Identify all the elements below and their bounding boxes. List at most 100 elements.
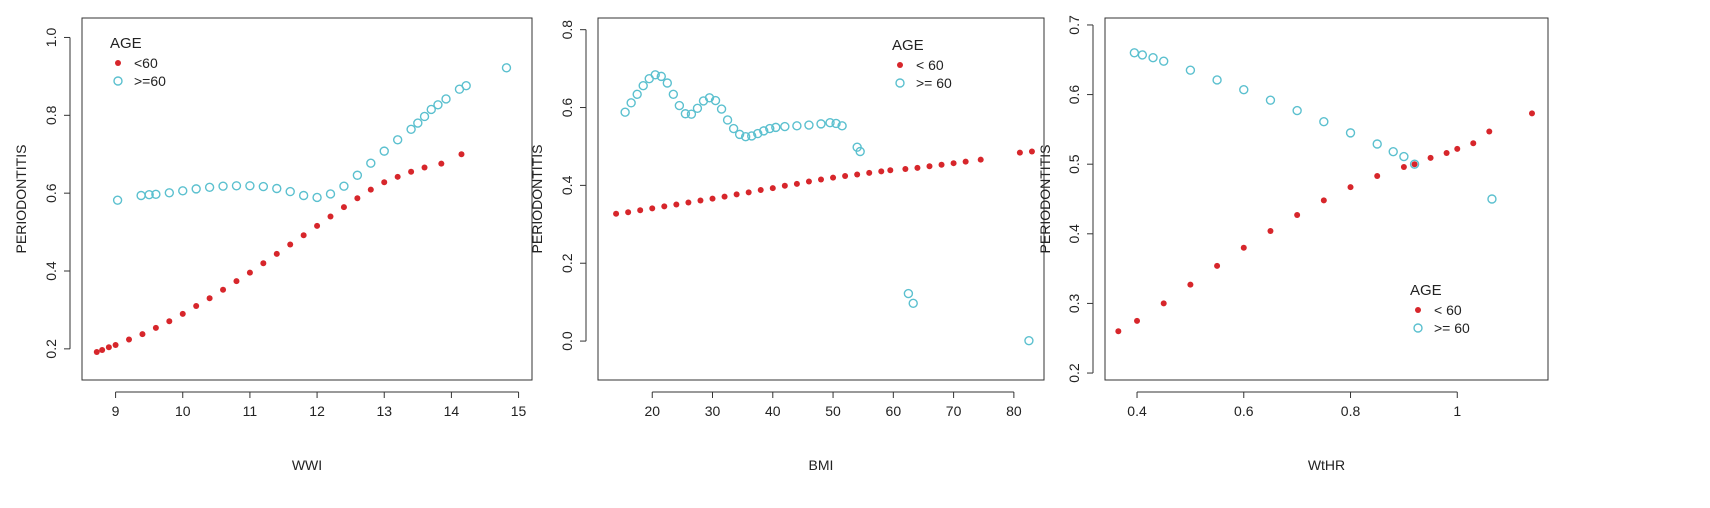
data-point: [1115, 328, 1122, 335]
data-point: [300, 232, 307, 239]
data-point: [258, 181, 269, 192]
data-point: [433, 100, 443, 110]
x-tick-label: 0.8: [1341, 403, 1361, 419]
data-point: [246, 269, 253, 276]
data-point: [93, 348, 100, 355]
y-tick-label: 0.8: [559, 20, 575, 40]
data-point: [662, 78, 673, 88]
data-point: [1028, 148, 1035, 155]
legend: AGE < 60 >= 60: [892, 37, 952, 91]
y-tick-label: 0.6: [559, 98, 575, 118]
data-point: [746, 131, 757, 141]
data-point: [692, 103, 703, 114]
data-point: [1427, 154, 1434, 161]
series-60-and-over: [112, 63, 512, 205]
data-point: [312, 192, 322, 203]
data-point: [781, 182, 788, 189]
data-point: [152, 324, 159, 331]
data-point: [193, 303, 200, 310]
data-point: [914, 164, 921, 171]
data-point: [112, 341, 119, 348]
data-point: [314, 222, 321, 229]
data-point: [866, 169, 873, 176]
data-point: [722, 115, 733, 125]
data-point: [902, 166, 909, 173]
data-point: [938, 161, 945, 168]
x-tick-label: 50: [825, 403, 841, 419]
data-point: [1470, 140, 1477, 147]
data-point: [854, 171, 861, 178]
data-point: [842, 173, 849, 180]
data-point: [759, 126, 769, 136]
data-point: [685, 199, 692, 206]
data-point: [144, 190, 154, 200]
data-point: [408, 168, 415, 175]
data-point: [977, 156, 984, 163]
chart-panel-bmi: 20 30 40 50 60 70 80 0.0 0.2 0.4 0.6 0.8 BMI PERIODON…: [529, 17, 1045, 473]
x-axis-title: WWI: [292, 457, 322, 473]
data-point: [1240, 244, 1247, 251]
data-point: [206, 295, 213, 302]
data-point: [191, 184, 201, 194]
data-point: [354, 195, 361, 202]
x-tick-label: 15: [511, 403, 527, 419]
y-tick-label: 0.5: [1066, 154, 1082, 174]
data-point: [1443, 150, 1450, 157]
y-tick-label: 1.0: [43, 28, 59, 48]
y-tick-label: 0.2: [43, 339, 59, 359]
data-point: [1411, 161, 1418, 168]
data-point: [325, 189, 336, 199]
x-tick-label: 12: [309, 403, 325, 419]
data-point: [273, 250, 280, 257]
data-point: [339, 181, 349, 191]
data-point: [139, 331, 146, 338]
chart-panel-wthr: 0.4 0.6 0.8 1 0.2 0.3 0.4 0.5 0.6 0.7 WtHR PERIODON…: [1037, 15, 1549, 473]
data-point: [392, 135, 403, 145]
data-point: [352, 170, 363, 180]
data-point: [704, 93, 715, 103]
data-point: [1239, 85, 1249, 95]
data-point: [1134, 317, 1141, 324]
data-point: [626, 98, 636, 108]
data-point: [1292, 105, 1302, 116]
data-point: [501, 63, 512, 73]
plot-frame: [81, 17, 533, 381]
data-point: [287, 241, 294, 248]
plot-frame: [1104, 17, 1549, 381]
data-point: [1454, 145, 1461, 152]
data-point: [1528, 110, 1535, 117]
data-point: [1319, 117, 1329, 127]
data-point: [757, 187, 764, 194]
data-point: [204, 182, 215, 193]
x-tick-label: 20: [644, 403, 660, 419]
data-point: [887, 167, 894, 174]
data-point: [1137, 50, 1148, 60]
data-point: [697, 197, 704, 204]
y-tick-label: 0.4: [559, 175, 575, 195]
data-point: [1160, 300, 1167, 307]
y-axis-title: PERIODONTITIS: [1037, 145, 1053, 254]
data-point: [1212, 75, 1222, 85]
data-point: [674, 100, 685, 111]
x-tick-label: 30: [705, 403, 721, 419]
data-point: [816, 119, 826, 129]
y-axis-title: PERIODONTITIS: [13, 145, 29, 254]
y-tick-label: 0.4: [43, 261, 59, 281]
data-point: [903, 288, 914, 299]
data-point: [179, 310, 186, 317]
data-point: [231, 181, 242, 191]
legend-marker: [115, 60, 121, 66]
data-point: [1148, 52, 1158, 63]
data-point: [151, 189, 161, 200]
data-point: [753, 128, 763, 139]
data-point: [298, 190, 309, 201]
x-tick-label: 40: [765, 403, 781, 419]
legend-marker: [113, 76, 123, 86]
data-point: [164, 188, 175, 198]
data-point: [709, 195, 716, 202]
data-point: [637, 207, 644, 214]
series-under-60: [613, 148, 1035, 217]
x-tick-label: 9: [112, 403, 120, 419]
data-point: [780, 121, 790, 132]
data-point: [1159, 56, 1169, 66]
